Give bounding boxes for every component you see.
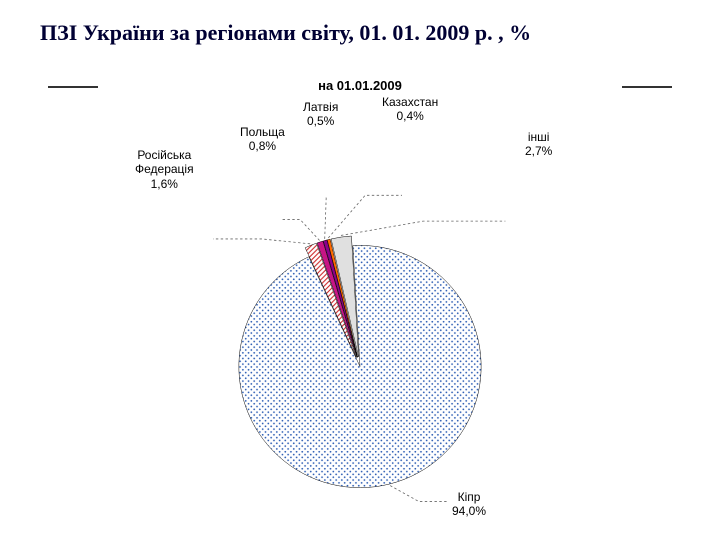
chart-subtitle: на 01.01.2009	[0, 78, 720, 93]
slice-label: Казахстан0,4%	[382, 95, 438, 124]
slice-label: Польща0,8%	[240, 125, 285, 154]
rule-left	[48, 86, 98, 88]
leader-line	[281, 220, 320, 241]
leader-line	[390, 486, 447, 502]
pie-slice	[239, 245, 481, 487]
slice-label: РосійськаФедерація1,6%	[135, 148, 194, 191]
slice-label: Латвія0,5%	[303, 100, 338, 129]
leader-line	[341, 221, 505, 235]
slice-label: Кіпр94,0%	[452, 490, 486, 519]
rule-right	[622, 86, 672, 88]
leader-line	[213, 239, 310, 244]
pie-chart	[0, 100, 720, 520]
slice-label: інші2,7%	[525, 130, 552, 159]
page-title: ПЗІ України за регіонами світу, 01. 01. …	[40, 20, 531, 46]
leader-line	[325, 198, 328, 239]
